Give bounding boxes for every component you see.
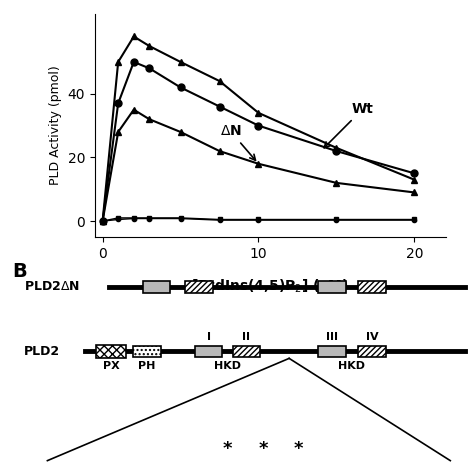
Text: B: B <box>12 263 27 282</box>
Bar <box>133 346 161 357</box>
Bar <box>358 346 386 357</box>
Text: PX: PX <box>103 361 120 371</box>
Text: *: * <box>294 440 303 458</box>
Bar <box>358 281 386 292</box>
Bar <box>318 281 346 292</box>
Text: III: III <box>326 332 338 342</box>
Text: *: * <box>258 440 268 458</box>
Text: Wt: Wt <box>324 102 374 148</box>
Bar <box>195 346 222 357</box>
Text: PLD2: PLD2 <box>24 345 60 358</box>
Bar <box>318 346 346 357</box>
Text: IV: IV <box>366 332 378 342</box>
Y-axis label: PLD Activity (pmol): PLD Activity (pmol) <box>49 66 62 185</box>
Text: PLD2$\Delta$N: PLD2$\Delta$N <box>24 280 80 293</box>
Text: I: I <box>207 332 210 342</box>
Text: *: * <box>223 440 232 458</box>
Text: HKD: HKD <box>214 361 241 371</box>
Bar <box>143 281 170 292</box>
Text: [PtdIns(4,5)P$_2$] ($\mu$M): [PtdIns(4,5)P$_2$] ($\mu$M) <box>191 277 349 295</box>
Text: $\Delta$N: $\Delta$N <box>219 124 255 160</box>
Bar <box>185 281 213 292</box>
Text: HKD: HKD <box>338 361 365 371</box>
Text: II: II <box>243 332 250 342</box>
Text: PH: PH <box>138 361 155 371</box>
Bar <box>97 345 126 358</box>
Bar <box>233 346 260 357</box>
